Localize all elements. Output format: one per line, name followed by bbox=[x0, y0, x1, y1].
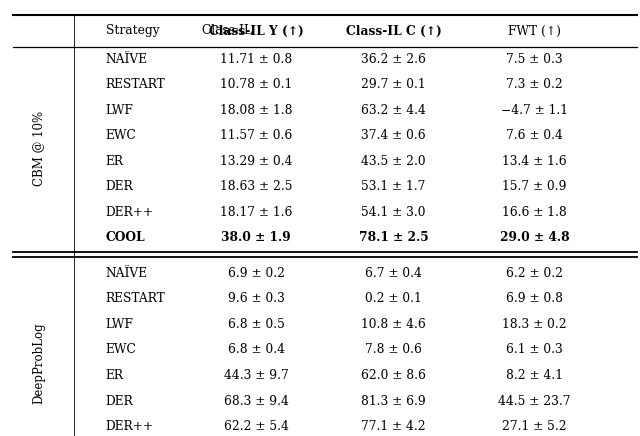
Text: 62.2 ± 5.4: 62.2 ± 5.4 bbox=[223, 420, 289, 433]
Text: 29.0 ± 4.8: 29.0 ± 4.8 bbox=[500, 232, 569, 245]
Text: 6.1 ± 0.3: 6.1 ± 0.3 bbox=[506, 344, 563, 357]
Text: 6.2 ± 0.2: 6.2 ± 0.2 bbox=[506, 267, 563, 280]
Text: 63.2 ± 4.4: 63.2 ± 4.4 bbox=[361, 104, 426, 117]
Text: 7.6 ± 0.4: 7.6 ± 0.4 bbox=[506, 129, 563, 143]
Text: EWC: EWC bbox=[106, 344, 136, 357]
Text: 13.29 ± 0.4: 13.29 ± 0.4 bbox=[220, 155, 292, 168]
Text: 6.9 ± 0.8: 6.9 ± 0.8 bbox=[506, 293, 563, 306]
Text: CBM @ 10%: CBM @ 10% bbox=[32, 111, 45, 186]
Text: 54.1 ± 3.0: 54.1 ± 3.0 bbox=[362, 206, 426, 219]
Text: −4.7 ± 1.1: −4.7 ± 1.1 bbox=[501, 104, 568, 117]
Text: 68.3 ± 9.4: 68.3 ± 9.4 bbox=[223, 395, 289, 408]
Text: RESTART: RESTART bbox=[106, 293, 165, 306]
Text: LWF: LWF bbox=[106, 318, 134, 331]
Text: 6.9 ± 0.2: 6.9 ± 0.2 bbox=[227, 267, 285, 280]
Text: DER++: DER++ bbox=[106, 206, 154, 219]
Text: ER: ER bbox=[106, 155, 124, 168]
Text: 44.3 ± 9.7: 44.3 ± 9.7 bbox=[223, 369, 289, 382]
Text: 11.71 ± 0.8: 11.71 ± 0.8 bbox=[220, 53, 292, 66]
Text: 78.1 ± 2.5: 78.1 ± 2.5 bbox=[359, 232, 428, 245]
Text: DER: DER bbox=[106, 395, 133, 408]
Text: 7.8 ± 0.6: 7.8 ± 0.6 bbox=[365, 344, 422, 357]
Text: 9.6 ± 0.3: 9.6 ± 0.3 bbox=[228, 293, 284, 306]
Text: 6.8 ± 0.4: 6.8 ± 0.4 bbox=[227, 344, 285, 357]
Text: 13.4 ± 1.6: 13.4 ± 1.6 bbox=[502, 155, 566, 168]
Text: 37.4 ± 0.6: 37.4 ± 0.6 bbox=[362, 129, 426, 143]
Text: FWT (↑): FWT (↑) bbox=[508, 24, 561, 37]
Text: 29.7 ± 0.1: 29.7 ± 0.1 bbox=[362, 78, 426, 92]
Text: 10.8 ± 4.6: 10.8 ± 4.6 bbox=[361, 318, 426, 331]
Text: 6.7 ± 0.4: 6.7 ± 0.4 bbox=[365, 267, 422, 280]
Text: DER++: DER++ bbox=[106, 420, 154, 433]
Text: 44.5 ± 23.7: 44.5 ± 23.7 bbox=[498, 395, 571, 408]
Text: 36.2 ± 2.6: 36.2 ± 2.6 bbox=[361, 53, 426, 66]
Text: 18.08 ± 1.8: 18.08 ± 1.8 bbox=[220, 104, 292, 117]
Text: 18.63 ± 2.5: 18.63 ± 2.5 bbox=[220, 181, 292, 194]
Text: Class-IL C (↑): Class-IL C (↑) bbox=[346, 24, 442, 37]
Text: COOL: COOL bbox=[106, 232, 145, 245]
Text: 18.3 ± 0.2: 18.3 ± 0.2 bbox=[502, 318, 566, 331]
Text: 8.2 ± 4.1: 8.2 ± 4.1 bbox=[506, 369, 563, 382]
Text: 38.0 ± 1.9: 38.0 ± 1.9 bbox=[221, 232, 291, 245]
Text: 7.5 ± 0.3: 7.5 ± 0.3 bbox=[506, 53, 563, 66]
Text: 53.1 ± 1.7: 53.1 ± 1.7 bbox=[362, 181, 426, 194]
Text: RESTART: RESTART bbox=[106, 78, 165, 92]
Text: 16.6 ± 1.8: 16.6 ± 1.8 bbox=[502, 206, 567, 219]
Text: 18.17 ± 1.6: 18.17 ± 1.6 bbox=[220, 206, 292, 219]
Text: DeepProbLog: DeepProbLog bbox=[32, 322, 45, 404]
Text: Strategy: Strategy bbox=[106, 24, 159, 37]
Text: NAÏVE: NAÏVE bbox=[106, 53, 148, 66]
Text: 11.57 ± 0.6: 11.57 ± 0.6 bbox=[220, 129, 292, 143]
Text: Class-IL: Class-IL bbox=[202, 24, 256, 37]
Text: 6.8 ± 0.5: 6.8 ± 0.5 bbox=[228, 318, 284, 331]
Text: ER: ER bbox=[106, 369, 124, 382]
Text: NAÏVE: NAÏVE bbox=[106, 267, 148, 280]
Text: 43.5 ± 2.0: 43.5 ± 2.0 bbox=[362, 155, 426, 168]
Text: DER: DER bbox=[106, 181, 133, 194]
Text: LWF: LWF bbox=[106, 104, 134, 117]
Text: 10.78 ± 0.1: 10.78 ± 0.1 bbox=[220, 78, 292, 92]
Text: 27.1 ± 5.2: 27.1 ± 5.2 bbox=[502, 420, 566, 433]
Text: 7.3 ± 0.2: 7.3 ± 0.2 bbox=[506, 78, 563, 92]
Text: 77.1 ± 4.2: 77.1 ± 4.2 bbox=[362, 420, 426, 433]
Text: Class-IL Y (↑): Class-IL Y (↑) bbox=[209, 24, 303, 37]
Text: 62.0 ± 8.6: 62.0 ± 8.6 bbox=[361, 369, 426, 382]
Text: 0.2 ± 0.1: 0.2 ± 0.1 bbox=[365, 293, 422, 306]
Text: 81.3 ± 6.9: 81.3 ± 6.9 bbox=[361, 395, 426, 408]
Text: 15.7 ± 0.9: 15.7 ± 0.9 bbox=[502, 181, 566, 194]
Text: EWC: EWC bbox=[106, 129, 136, 143]
